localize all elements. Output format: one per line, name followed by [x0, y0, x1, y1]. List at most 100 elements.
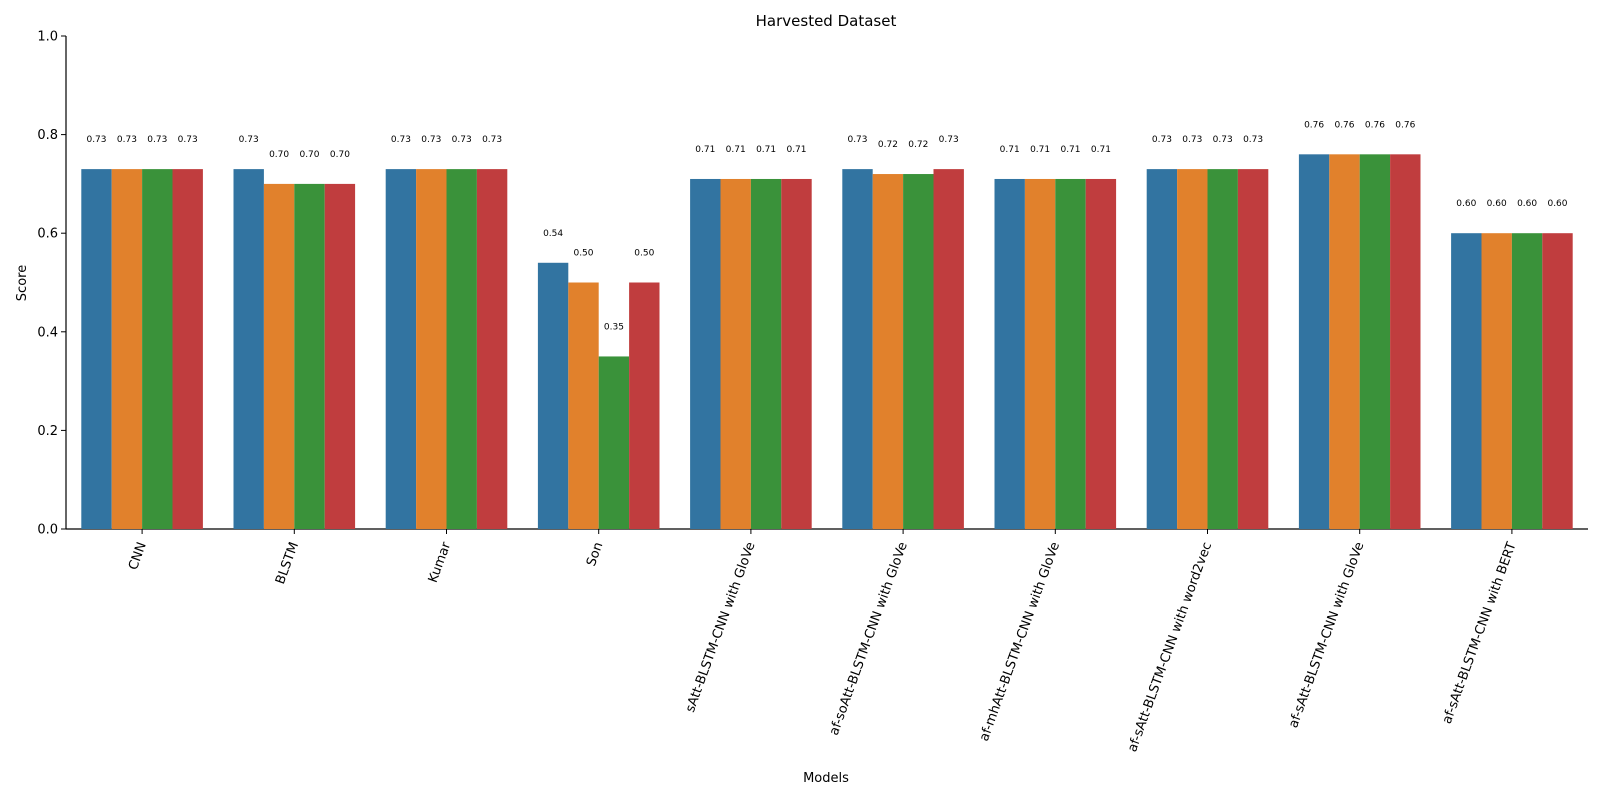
category-labels-group: CNN BLSTM Kumar Son sAtt-BLSTM-CNN with GloV… — [126, 540, 1520, 754]
y-tick-label: 0.6 — [37, 227, 58, 242]
bar — [568, 282, 599, 529]
category-label: af-mhAtt-BLSTM-CNN with GloVe — [977, 540, 1063, 743]
bar — [1055, 178, 1086, 529]
bar-value-label: 0.73 — [391, 135, 411, 145]
bar — [233, 169, 264, 530]
data-labels-group: 0.73 0.73 0.73 0.73 0.73 0.70 0.70 0.70 0.73 0.73… — [86, 120, 1567, 332]
category-label: Kumar — [426, 540, 455, 585]
x-axis-label: Models — [803, 771, 849, 786]
bar-value-label: 0.73 — [86, 135, 106, 145]
category-label: BLSTM — [273, 540, 302, 586]
bar — [598, 356, 630, 529]
bar — [81, 169, 112, 530]
bar-value-label: 0.73 — [147, 135, 167, 145]
bar — [1085, 178, 1117, 529]
y-tick-label: 1.0 — [37, 30, 58, 45]
bar-value-label: 0.71 — [1091, 145, 1111, 155]
x-axis — [66, 528, 1588, 534]
y-axis: 0.0 0.2 0.4 0.6 0.8 1.0 — [37, 30, 67, 538]
bar-value-label: 0.71 — [1060, 145, 1080, 155]
bar — [903, 174, 934, 530]
bar-value-label: 0.70 — [299, 150, 319, 160]
bar-value-label: 0.70 — [330, 150, 350, 160]
category-label: af-sAtt-BLSTM-CNN with GloVe — [1286, 540, 1367, 730]
bars-group — [81, 154, 1573, 530]
bar-value-label: 0.73 — [847, 135, 867, 145]
y-tick-label: 0.0 — [37, 523, 58, 538]
bar — [476, 169, 508, 530]
bar — [1146, 169, 1178, 530]
y-axis-label: Score — [15, 265, 30, 301]
bar — [1177, 169, 1208, 530]
bar-value-label: 0.60 — [1547, 199, 1567, 209]
bar-value-label: 0.73 — [117, 135, 137, 145]
bar — [142, 169, 173, 530]
bar-value-label: 0.73 — [239, 135, 259, 145]
bar — [1024, 178, 1056, 529]
bar — [1359, 154, 1391, 529]
bar — [1237, 169, 1269, 530]
bar-value-label: 0.73 — [421, 135, 441, 145]
bar-value-label: 0.73 — [482, 135, 502, 145]
bar-value-label: 0.71 — [786, 145, 806, 155]
bar — [385, 169, 417, 530]
bar — [690, 178, 721, 529]
bar — [1451, 233, 1482, 529]
bar-value-label: 0.76 — [1365, 120, 1385, 130]
bar — [1390, 154, 1421, 529]
bar-value-label: 0.76 — [1334, 120, 1354, 130]
bar — [263, 183, 295, 529]
bar — [537, 262, 569, 529]
bar — [1542, 233, 1573, 529]
category-label: CNN — [126, 540, 150, 572]
bar — [1511, 233, 1543, 529]
bar — [416, 169, 447, 530]
bar — [294, 183, 325, 529]
bar — [842, 169, 873, 530]
bar-value-label: 0.73 — [1182, 135, 1202, 145]
bar-value-label: 0.73 — [1213, 135, 1233, 145]
bar — [750, 178, 782, 529]
bar-value-label: 0.35 — [604, 322, 624, 332]
bar-value-label: 0.73 — [178, 135, 198, 145]
bar — [324, 183, 356, 529]
bar — [629, 282, 660, 529]
bar-value-label: 0.71 — [756, 145, 776, 155]
bar — [111, 169, 143, 530]
bar — [1329, 154, 1360, 529]
bar-value-label: 0.60 — [1487, 199, 1507, 209]
category-label: sAtt-BLSTM-CNN with GloVe — [683, 540, 759, 714]
y-tick-label: 0.8 — [37, 128, 58, 143]
bar — [446, 169, 477, 530]
bar-value-label: 0.60 — [1517, 199, 1537, 209]
bar — [1298, 154, 1330, 529]
bar-value-label: 0.72 — [908, 140, 928, 150]
chart-title: Harvested Dataset — [756, 12, 897, 30]
bar — [1481, 233, 1512, 529]
bar-value-label: 0.71 — [1030, 145, 1050, 155]
category-label: af-soAtt-BLSTM-CNN with GloVe — [827, 540, 911, 737]
y-tick-label: 0.2 — [37, 424, 58, 439]
bar-value-label: 0.71 — [726, 145, 746, 155]
bar-value-label: 0.73 — [1243, 135, 1263, 145]
bar — [720, 178, 751, 529]
bar — [994, 178, 1025, 529]
bar-value-label: 0.70 — [269, 150, 289, 160]
bar-value-label: 0.71 — [1000, 145, 1020, 155]
y-tick-label: 0.4 — [37, 325, 58, 340]
bar-value-label: 0.72 — [878, 140, 898, 150]
bar-value-label: 0.73 — [1152, 135, 1172, 145]
bar — [781, 178, 812, 529]
bar — [872, 174, 904, 530]
bar — [933, 169, 964, 530]
bar-value-label: 0.54 — [543, 229, 563, 239]
bar — [1207, 169, 1238, 530]
category-label: af-sAtt-BLSTM-CNN with BERT — [1440, 540, 1520, 726]
bar-value-label: 0.60 — [1456, 199, 1476, 209]
category-label: Son — [584, 540, 606, 568]
bar-value-label: 0.71 — [695, 145, 715, 155]
bar-value-label: 0.73 — [939, 135, 959, 145]
bar-value-label: 0.50 — [573, 249, 593, 259]
